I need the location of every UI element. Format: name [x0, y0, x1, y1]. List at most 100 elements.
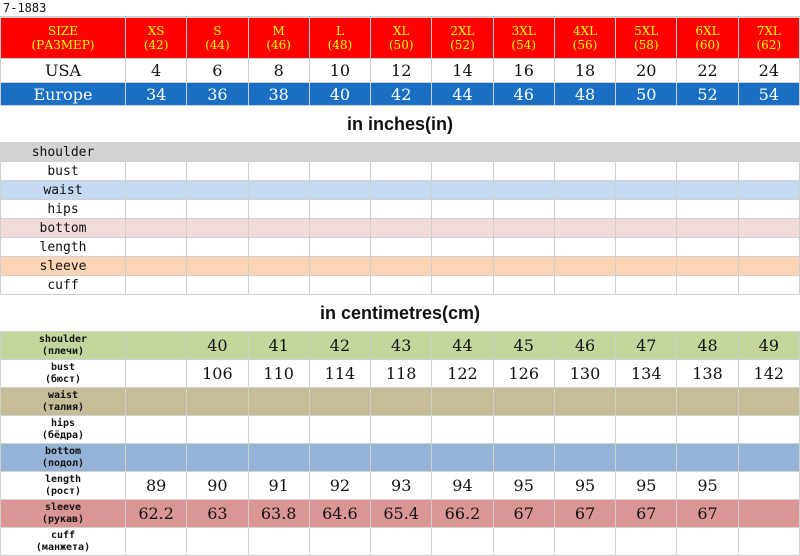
cm-measure-label-ru: (бюст) — [44, 373, 82, 385]
inches-section-title: in inches(in) — [0, 105, 800, 143]
inches-measure-row: sleeve — [0, 256, 800, 276]
inches-value-cell — [370, 218, 433, 238]
inches-value-cell — [308, 275, 372, 295]
cm-value-cell: 114 — [308, 359, 372, 388]
cm-value-cell: 41 — [247, 331, 310, 360]
inches-value-cell — [431, 218, 494, 238]
cm-value-cell — [247, 415, 310, 444]
inches-value-cell — [737, 275, 800, 295]
size-label: SIZE — [47, 24, 79, 38]
cm-value-cell: 63 — [186, 499, 249, 528]
size-column-header: 2XL (52) — [431, 17, 494, 59]
europe-size-value: 36 — [186, 82, 249, 106]
cm-value-cell: 67 — [492, 499, 555, 528]
cm-value-cell: 94 — [431, 471, 494, 500]
inches-value-cell — [431, 256, 494, 276]
inches-value-cell — [553, 256, 617, 276]
size-column-header: L (48) — [308, 17, 372, 59]
europe-size-value: 50 — [615, 82, 678, 106]
size-code: XS — [147, 24, 165, 38]
size-code: 2XL — [450, 24, 475, 38]
inches-value-cell — [431, 199, 494, 219]
cm-measure-label-cell: bottom (подол) — [0, 443, 126, 472]
size-chart-table: SIZE (РАЗМЕР) XS (42) S (44) M (46) L (48) XL (50) 2… — [0, 17, 800, 556]
cm-value-cell — [615, 387, 678, 416]
inches-value-cell — [308, 199, 372, 219]
cm-value-cell — [308, 527, 372, 556]
inches-value-cell — [370, 161, 433, 181]
inches-value-cell — [492, 237, 555, 257]
cm-value-cell — [247, 527, 310, 556]
cm-value-cell — [676, 387, 739, 416]
cm-value-cell — [124, 331, 188, 360]
cm-value-cell — [737, 415, 800, 444]
inches-value-cell — [247, 218, 310, 238]
size-ru-number: (56) — [572, 38, 598, 52]
inches-measure-label: hips — [0, 199, 126, 219]
usa-label: USA — [0, 58, 126, 83]
cm-value-cell — [615, 443, 678, 472]
inches-value-cell — [370, 142, 433, 162]
usa-size-value: 24 — [737, 58, 800, 83]
europe-size-value: 42 — [370, 82, 433, 106]
cm-value-cell: 95 — [676, 471, 739, 500]
inches-value-cell — [737, 199, 800, 219]
cm-measure-label-cell: hips (бёдра) — [0, 415, 126, 444]
cm-value-cell: 95 — [615, 471, 678, 500]
europe-size-value: 52 — [676, 82, 739, 106]
inches-value-cell — [186, 218, 249, 238]
size-column-header: 7XL (62) — [737, 17, 800, 59]
cm-value-cell — [676, 527, 739, 556]
cm-value-cell: 44 — [431, 331, 494, 360]
inches-value-cell — [553, 275, 617, 295]
inches-value-cell — [124, 142, 188, 162]
europe-size-value: 54 — [737, 82, 800, 106]
size-label-ru: (РАЗМЕР) — [31, 38, 95, 52]
cm-value-cell — [676, 415, 739, 444]
europe-size-value: 40 — [308, 82, 372, 106]
cm-value-cell — [124, 527, 188, 556]
cm-value-cell: 130 — [553, 359, 617, 388]
size-column-header: 3XL (54) — [492, 17, 555, 59]
cm-value-cell — [124, 443, 188, 472]
cm-value-cell: 110 — [247, 359, 310, 388]
inches-value-cell — [308, 256, 372, 276]
cm-measure-label-ru: (подол) — [41, 457, 85, 469]
inches-value-cell — [431, 237, 494, 257]
size-header-row: SIZE (РАЗМЕР) XS (42) S (44) M (46) L (48) XL (50) 2… — [0, 17, 800, 59]
inches-measure-row: bust — [0, 161, 800, 181]
inches-value-cell — [737, 256, 800, 276]
cm-value-cell: 43 — [370, 331, 433, 360]
size-ru-number: (46) — [266, 38, 291, 52]
size-ru-number: (48) — [327, 38, 353, 52]
inches-value-cell — [431, 142, 494, 162]
europe-size-value: 34 — [124, 82, 188, 106]
inches-value-cell — [676, 180, 739, 200]
cm-measure-label-cell: shoulder (плечи) — [0, 331, 126, 360]
inches-value-cell — [124, 275, 188, 295]
cm-value-cell — [737, 387, 800, 416]
inches-value-cell — [247, 161, 310, 181]
inches-value-cell — [308, 161, 372, 181]
inches-value-cell — [553, 161, 617, 181]
usa-size-value: 22 — [676, 58, 739, 83]
cm-value-cell — [186, 527, 249, 556]
inches-measure-label: shoulder — [0, 142, 126, 162]
size-ru-number: (50) — [388, 38, 414, 52]
usa-size-value: 12 — [370, 58, 433, 83]
inches-value-cell — [186, 256, 249, 276]
inches-value-cell — [492, 161, 555, 181]
size-code: 6XL — [695, 24, 720, 38]
inches-value-cell — [492, 142, 555, 162]
cm-value-cell: 48 — [676, 331, 739, 360]
cm-value-cell — [492, 415, 555, 444]
size-code: M — [272, 24, 285, 38]
cm-value-cell: 92 — [308, 471, 372, 500]
size-column-header: 4XL (56) — [553, 17, 617, 59]
inches-measure-label: bust — [0, 161, 126, 181]
cm-value-cell: 89 — [124, 471, 188, 500]
inches-measure-label: bottom — [0, 218, 126, 238]
inches-value-cell — [676, 161, 739, 181]
size-column-header: XS (42) — [124, 17, 188, 59]
cm-value-cell — [431, 443, 494, 472]
